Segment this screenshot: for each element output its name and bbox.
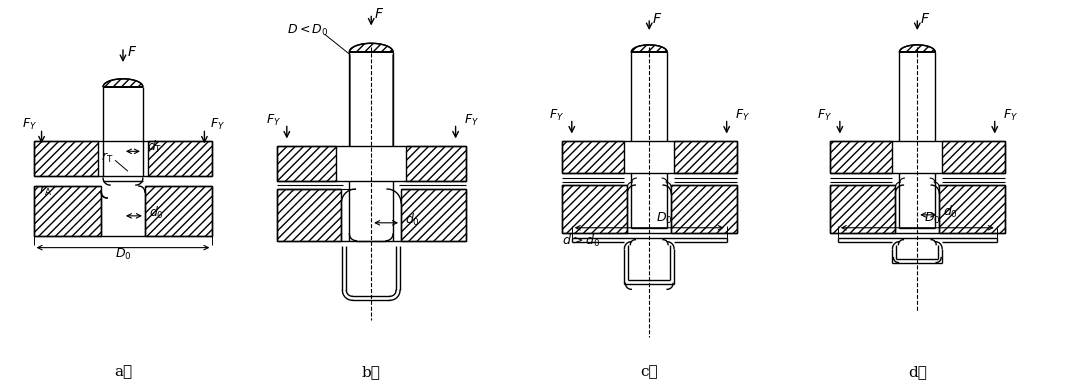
Text: $F_Y$: $F_Y$ — [463, 113, 478, 128]
Text: $r_\mathrm{T}$: $r_\mathrm{T}$ — [100, 151, 113, 165]
Text: $d_0$: $d_0$ — [943, 204, 958, 220]
Bar — [829, 185, 895, 233]
Bar — [148, 142, 213, 176]
Text: $D<D_0$: $D<D_0$ — [287, 23, 328, 38]
Text: $F$: $F$ — [374, 7, 384, 20]
Text: $F_Y$: $F_Y$ — [549, 108, 564, 123]
Polygon shape — [349, 43, 393, 52]
Text: $F$: $F$ — [652, 12, 662, 26]
Text: $F_Y$: $F_Y$ — [1002, 108, 1017, 123]
Text: $D_0$: $D_0$ — [656, 211, 673, 226]
Text: $F_Y$: $F_Y$ — [211, 117, 226, 132]
Bar — [674, 142, 737, 173]
Bar — [940, 185, 1004, 233]
Bar — [401, 189, 465, 241]
Text: $d>d_0$: $d>d_0$ — [562, 233, 600, 249]
Bar — [406, 146, 465, 181]
Bar — [33, 142, 98, 176]
Bar — [145, 186, 213, 236]
Bar — [276, 146, 337, 181]
Text: $F_Y$: $F_Y$ — [23, 117, 38, 132]
Text: $d_0$: $d_0$ — [405, 212, 420, 228]
Bar — [276, 189, 341, 241]
Bar — [562, 142, 624, 173]
Text: $F_Y$: $F_Y$ — [734, 108, 750, 123]
Text: $r_\mathrm{A}$: $r_\mathrm{A}$ — [39, 184, 52, 198]
Text: c）: c） — [640, 365, 658, 379]
Bar — [942, 142, 1004, 173]
Text: a）: a） — [113, 365, 132, 379]
Text: $F$: $F$ — [920, 12, 930, 26]
Polygon shape — [900, 45, 935, 52]
Text: $F$: $F$ — [127, 45, 137, 59]
Text: $d_0$: $d_0$ — [149, 205, 164, 221]
Bar — [671, 185, 737, 233]
Polygon shape — [103, 79, 143, 87]
Polygon shape — [632, 45, 667, 52]
Text: b）: b） — [362, 365, 380, 379]
Bar — [829, 142, 892, 173]
Text: $F_Y$: $F_Y$ — [266, 113, 281, 128]
Text: d）: d） — [908, 365, 927, 379]
Text: $F_Y$: $F_Y$ — [816, 108, 832, 123]
Bar — [33, 186, 102, 236]
Text: $D_0$: $D_0$ — [114, 247, 132, 262]
Text: $d_\mathrm{T}$: $d_\mathrm{T}$ — [147, 139, 162, 155]
Text: $D_0$: $D_0$ — [923, 211, 941, 226]
Bar — [562, 185, 627, 233]
